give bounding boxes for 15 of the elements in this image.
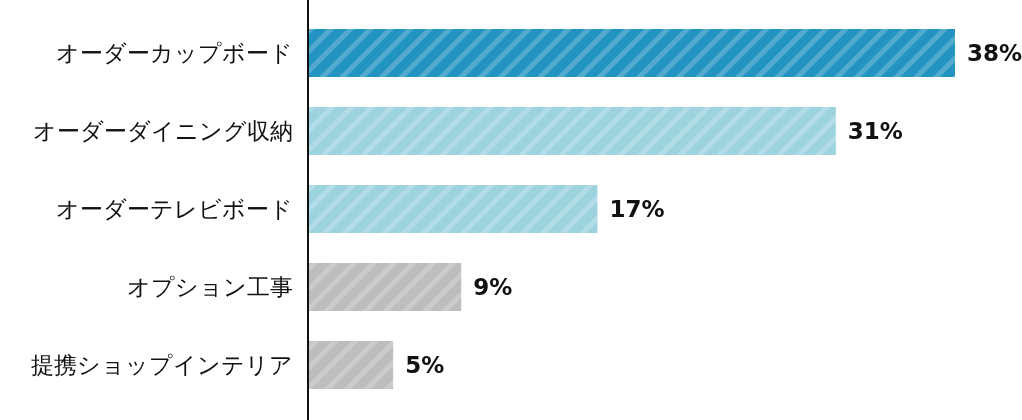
data-label: 17% <box>609 196 665 222</box>
data-label: 9% <box>473 274 513 300</box>
data-label: 38% <box>967 40 1022 66</box>
y-tick-label: オーダーカップボード <box>56 40 293 66</box>
y-tick-label: オーダーテレビボード <box>56 196 293 222</box>
bar <box>308 263 462 311</box>
data-label: 5% <box>405 352 445 378</box>
y-tick-label: 提携ショップインテリア <box>31 352 293 378</box>
bar <box>308 107 836 155</box>
y-tick-label: オプション工事 <box>127 274 293 300</box>
data-label: 31% <box>847 118 903 144</box>
y-tick-label: オーダーダイニング収納 <box>33 118 293 144</box>
bar <box>308 185 598 233</box>
bar <box>308 29 955 77</box>
bar <box>308 341 394 389</box>
